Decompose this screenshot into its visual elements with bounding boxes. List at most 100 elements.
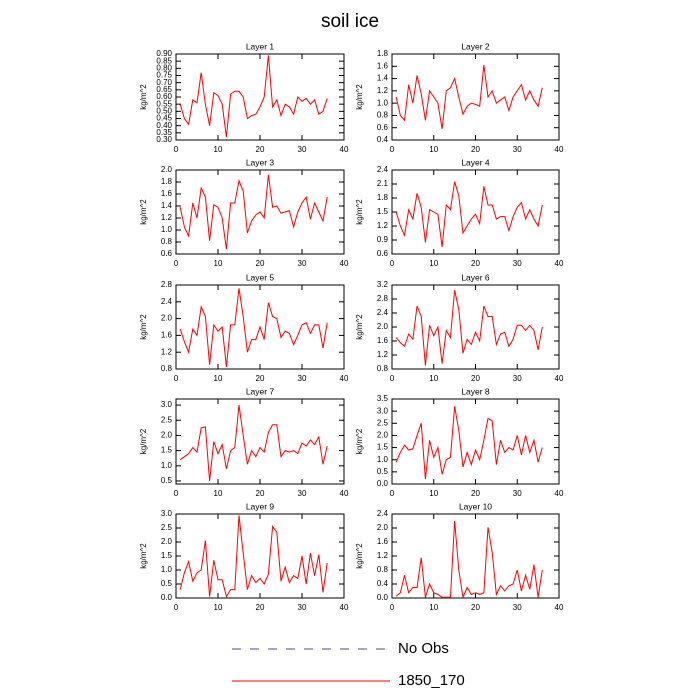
x-tick-label: 20 <box>256 374 265 383</box>
y-tick-label: 3.0 <box>377 406 389 415</box>
y-tick-label: 3.0 <box>161 509 173 518</box>
y-tick-label: 1.8 <box>377 193 389 202</box>
x-tick-label: 40 <box>340 374 349 383</box>
y-tick-label: 1.6 <box>161 189 173 198</box>
data-line <box>395 64 543 130</box>
x-tick-label: 0 <box>390 489 395 498</box>
x-tick-label: 20 <box>471 603 480 612</box>
y-axis-label: kg/m^2 <box>355 199 364 225</box>
y-tick-label: 0.45 <box>156 114 172 123</box>
y-tick-label: 0.80 <box>156 63 172 72</box>
y-tick-label: 2.0 <box>161 314 173 323</box>
panel-title: Layer 9 <box>246 501 275 511</box>
x-tick-label: 20 <box>471 259 480 268</box>
data-line <box>395 290 543 366</box>
x-tick-label: 0 <box>390 259 395 268</box>
x-tick-label: 30 <box>298 259 307 268</box>
y-tick-label: 1.6 <box>377 336 389 345</box>
y-tick-label: 1.2 <box>161 213 173 222</box>
y-tick-label: 0.8 <box>377 364 389 373</box>
x-tick-label: 0 <box>174 603 179 612</box>
x-tick-label: 10 <box>429 374 438 383</box>
y-tick-label: 1.5 <box>161 551 173 560</box>
y-tick-label: 0.6 <box>377 249 389 258</box>
y-tick-label: 1.6 <box>161 331 173 340</box>
y-axis-label: kg/m^2 <box>355 314 364 340</box>
y-tick-label: 1.4 <box>161 201 173 210</box>
y-tick-label: 2.0 <box>377 431 389 440</box>
y-tick-label: 0.6 <box>377 123 389 132</box>
y-tick-label: 1.0 <box>161 461 173 470</box>
y-tick-label: 2.0 <box>161 431 173 440</box>
y-axis-label: kg/m^2 <box>139 314 148 340</box>
y-tick-label: 1.8 <box>161 177 173 186</box>
panel-title: Layer 6 <box>461 272 490 282</box>
x-tick-label: 20 <box>471 489 480 498</box>
x-tick-label: 40 <box>555 259 564 268</box>
y-tick-label: 0.90 <box>156 49 172 58</box>
x-tick-label: 20 <box>471 145 480 154</box>
x-tick-label: 30 <box>298 374 307 383</box>
x-tick-label: 10 <box>214 603 223 612</box>
x-tick-label: 40 <box>555 145 564 154</box>
x-tick-label: 40 <box>340 603 349 612</box>
y-tick-label: 0.60 <box>156 92 172 101</box>
x-tick-label: 30 <box>298 603 307 612</box>
y-tick-label: 0.8 <box>377 565 389 574</box>
panel-title: Layer 7 <box>246 386 275 396</box>
data-line <box>179 288 328 367</box>
x-tick-label: 30 <box>513 489 522 498</box>
x-tick-label: 30 <box>298 489 307 498</box>
y-tick-label: 1.0 <box>377 455 389 464</box>
x-tick-label: 40 <box>340 145 349 154</box>
x-tick-label: 40 <box>340 259 349 268</box>
y-tick-label: 2.0 <box>377 322 389 331</box>
y-tick-label: 2.5 <box>377 418 389 427</box>
y-tick-label: 0.0 <box>161 593 173 602</box>
y-tick-label: 0.6 <box>161 249 173 258</box>
data-line <box>395 406 543 480</box>
y-tick-label: 1.2 <box>377 551 389 560</box>
y-tick-label: 1.5 <box>161 446 173 455</box>
x-tick-label: 10 <box>429 145 438 154</box>
y-tick-label: 0.55 <box>156 99 172 108</box>
y-tick-label: 1.0 <box>377 98 389 107</box>
y-tick-label: 0.75 <box>156 71 172 80</box>
x-tick-label: 10 <box>214 259 223 268</box>
data-line <box>179 55 328 138</box>
panel-title: Layer 2 <box>461 41 490 51</box>
y-tick-label: 0.30 <box>156 135 172 144</box>
y-tick-label: 0.8 <box>161 364 173 373</box>
y-tick-label: 2.5 <box>161 523 173 532</box>
y-tick-label: 2.0 <box>161 537 173 546</box>
x-tick-label: 0 <box>390 603 395 612</box>
panel-title: Layer 10 <box>459 501 492 511</box>
x-tick-label: 0 <box>174 489 179 498</box>
x-tick-label: 40 <box>340 489 349 498</box>
data-line <box>179 174 328 250</box>
y-tick-label: 3.5 <box>377 394 389 403</box>
y-tick-label: 0.5 <box>377 467 389 476</box>
y-tick-label: 1.5 <box>377 443 389 452</box>
y-tick-label: 1.2 <box>377 86 389 95</box>
y-tick-label: 2.4 <box>377 509 389 518</box>
y-tick-label: 0.8 <box>161 237 173 246</box>
x-tick-label: 20 <box>256 489 265 498</box>
y-tick-label: 1.8 <box>377 49 389 58</box>
panel-title: Layer 3 <box>246 157 275 167</box>
y-axis-label: kg/m^2 <box>355 543 364 569</box>
y-tick-label: 2.8 <box>377 294 389 303</box>
legend-label: 1850_170 <box>398 672 465 689</box>
y-axis-label: kg/m^2 <box>355 428 364 454</box>
y-axis-label: kg/m^2 <box>139 543 148 569</box>
y-tick-label: 3.2 <box>377 280 389 289</box>
x-tick-label: 30 <box>513 145 522 154</box>
x-tick-label: 20 <box>256 259 265 268</box>
x-tick-label: 10 <box>429 489 438 498</box>
y-tick-label: 0.35 <box>156 128 172 137</box>
x-tick-label: 40 <box>555 603 564 612</box>
x-tick-label: 0 <box>174 374 179 383</box>
x-tick-label: 10 <box>429 259 438 268</box>
y-tick-label: 0.4 <box>377 579 389 588</box>
